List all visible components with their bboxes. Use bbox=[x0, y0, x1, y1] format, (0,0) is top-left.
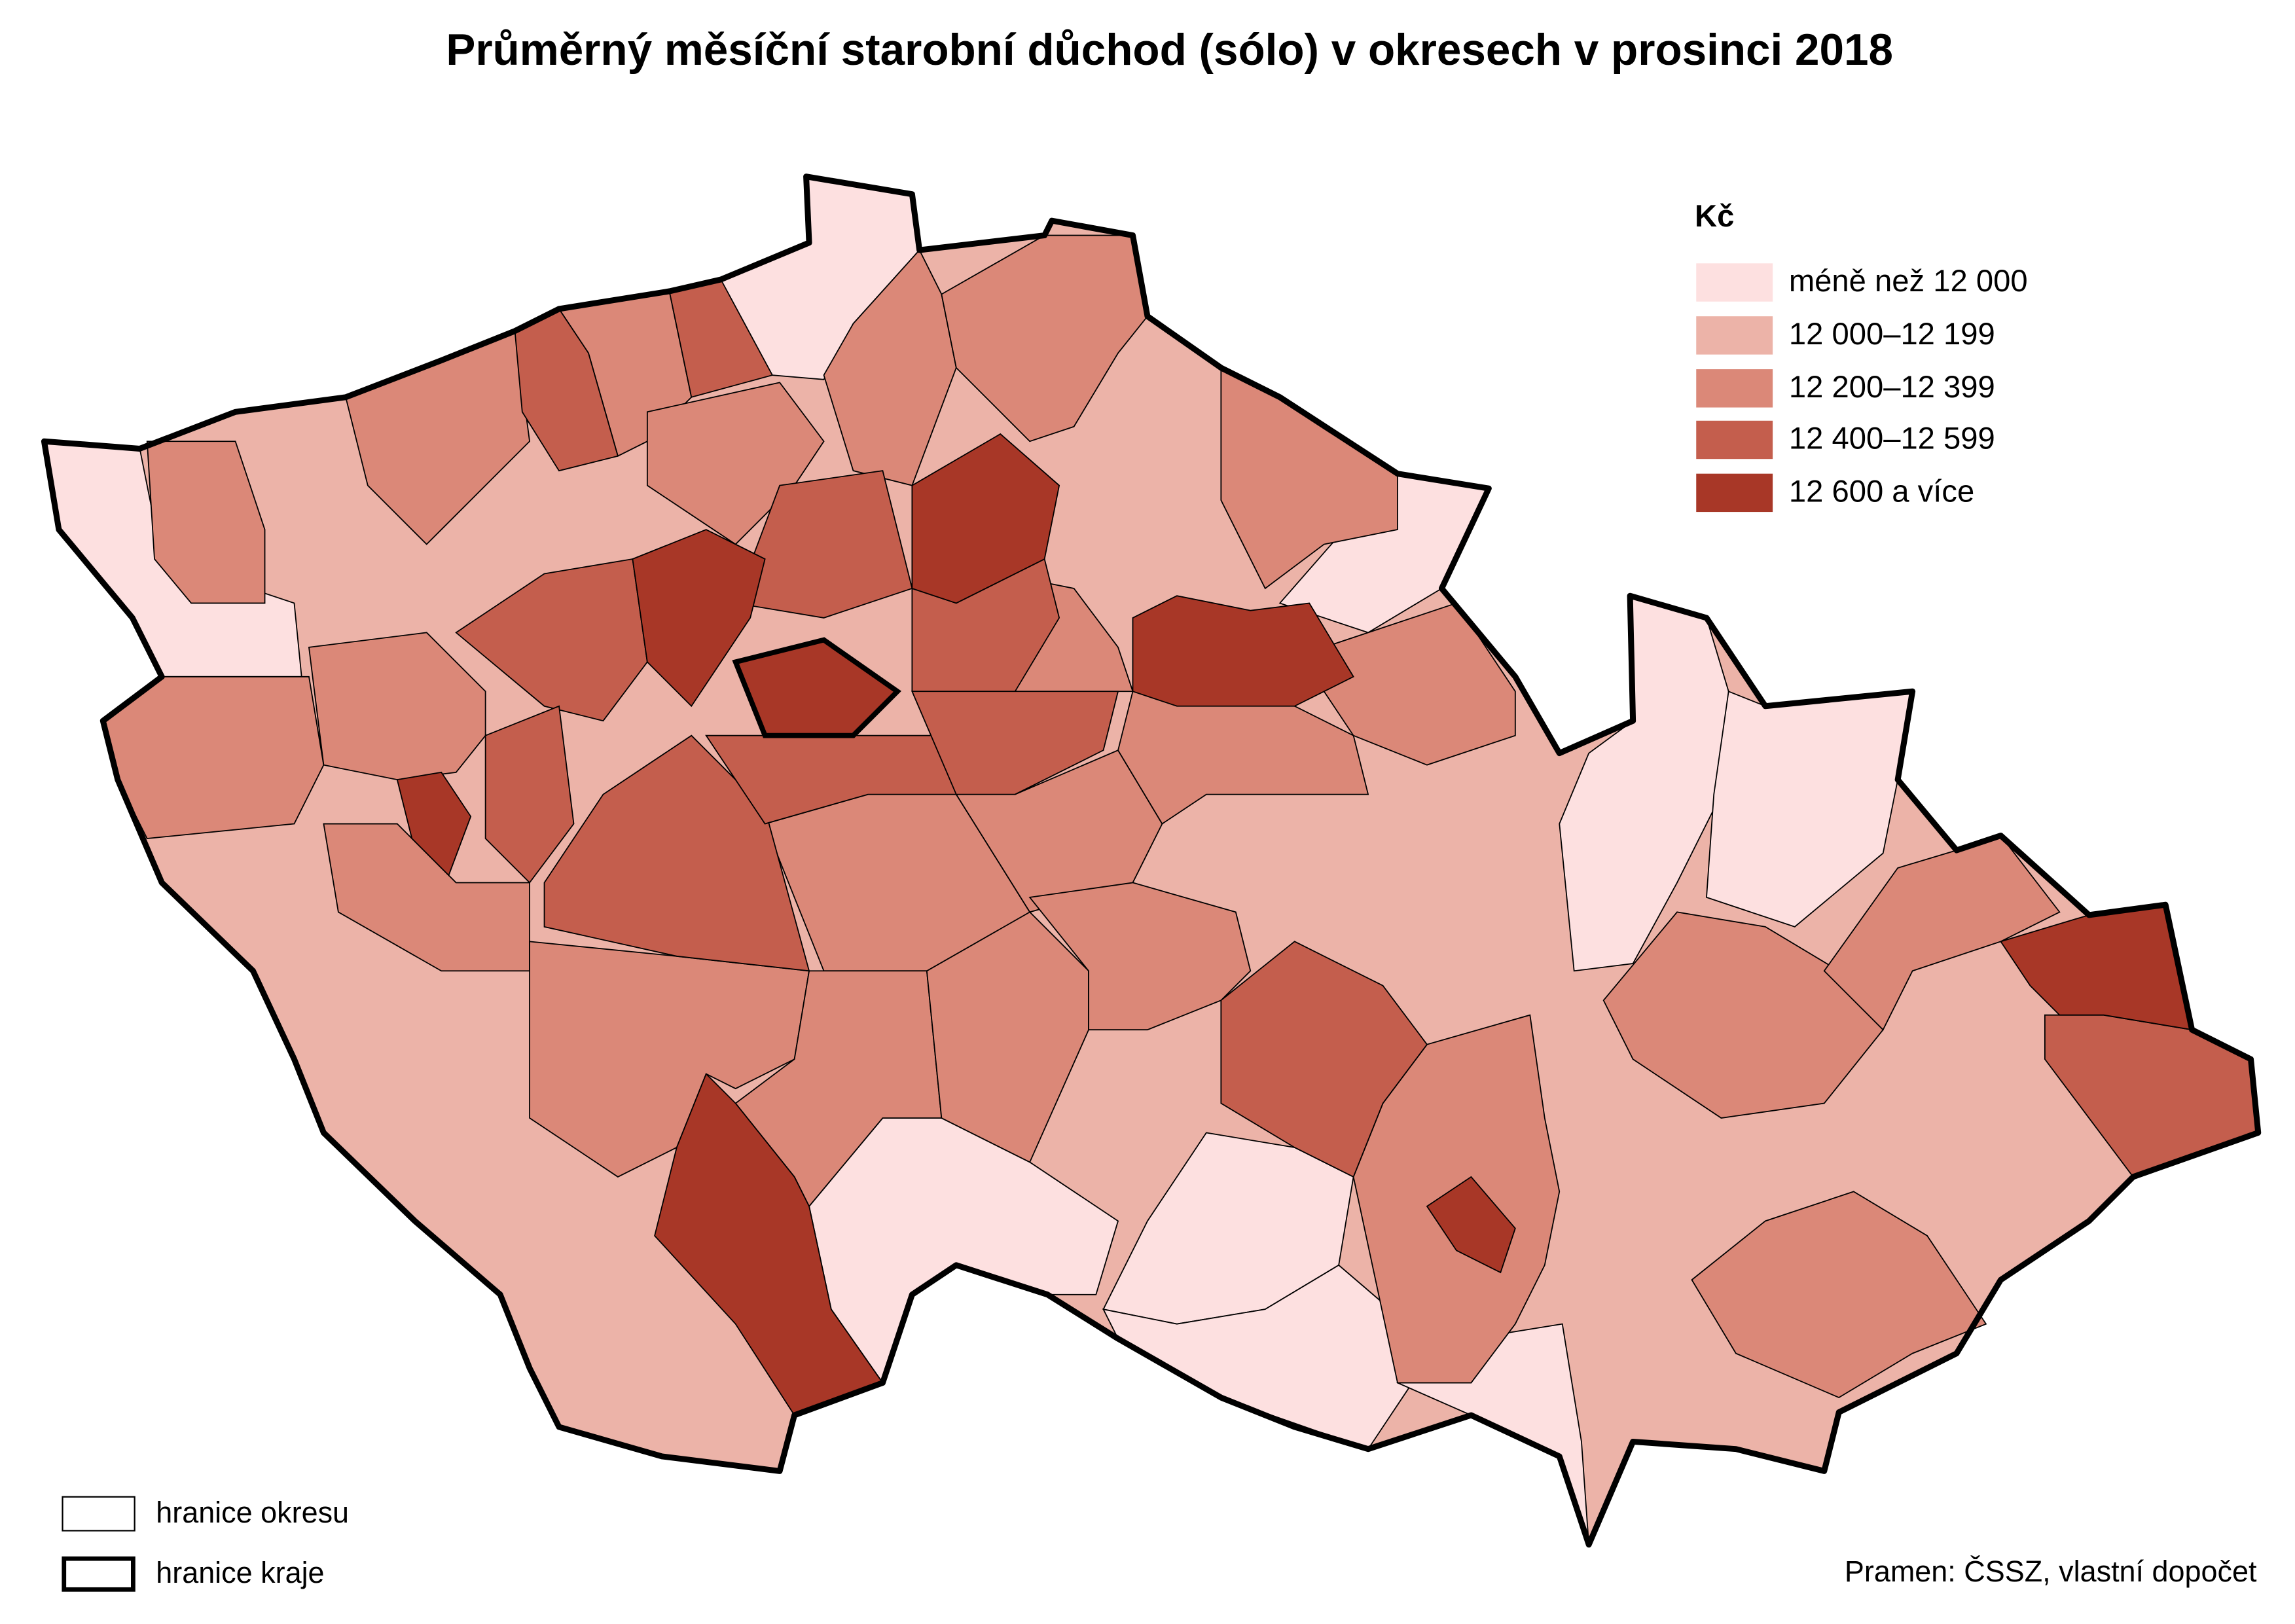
legend-label: 12 400–12 599 bbox=[1788, 422, 1995, 456]
legend-unit: Kč bbox=[1695, 200, 1735, 234]
district bbox=[1117, 691, 1369, 825]
map-title: Průměrný měsíční starobní důchod (sólo) … bbox=[446, 26, 1894, 75]
district bbox=[396, 771, 472, 876]
legend-item: 12 600 a více bbox=[1696, 473, 1975, 513]
legend-item: 12 200–12 399 bbox=[1696, 369, 1995, 408]
district-border-swatch bbox=[62, 1496, 136, 1532]
country-fill bbox=[44, 176, 2258, 1545]
country-border bbox=[41, 173, 2262, 1548]
district bbox=[1132, 595, 1354, 707]
border-legend-region: hranice kraje bbox=[62, 1556, 325, 1592]
legend-item: 12 000–12 199 bbox=[1696, 316, 1995, 355]
border-legend-label: hranice kraje bbox=[156, 1557, 325, 1590]
legend-label: 12 000–12 199 bbox=[1788, 317, 1995, 352]
legend-swatch bbox=[1696, 473, 1773, 513]
legend-label: 12 600 a více bbox=[1788, 475, 1975, 509]
district bbox=[102, 676, 325, 839]
legend-swatch bbox=[1696, 420, 1773, 460]
source-note: Pramen: ČSSZ, vlastní dopočet bbox=[1844, 1556, 2257, 1589]
district bbox=[632, 529, 766, 708]
district bbox=[146, 441, 266, 604]
district bbox=[1559, 594, 1729, 972]
district bbox=[308, 632, 486, 781]
border-legend-label: hranice okresu bbox=[156, 1496, 350, 1530]
district bbox=[1220, 941, 1428, 1178]
prague-kraj-border bbox=[732, 637, 902, 738]
legend-item: méně než 12 000 bbox=[1696, 263, 2028, 302]
region-border-swatch bbox=[62, 1556, 136, 1592]
district bbox=[1823, 835, 2061, 1031]
border-legend-district: hranice okresu bbox=[62, 1496, 349, 1532]
legend-label: 12 200–12 399 bbox=[1788, 370, 1995, 405]
legend-swatch bbox=[1696, 316, 1773, 355]
legend-item: 12 400–12 599 bbox=[1696, 420, 1995, 460]
legend-swatch bbox=[1696, 369, 1773, 408]
district bbox=[941, 234, 1148, 442]
legend-label: méně než 12 000 bbox=[1788, 264, 2028, 299]
district bbox=[484, 705, 575, 884]
district bbox=[1102, 1264, 1413, 1450]
district bbox=[911, 433, 1060, 604]
legend-swatch bbox=[1696, 263, 1773, 302]
district bbox=[543, 734, 810, 972]
district bbox=[1426, 1176, 1516, 1274]
district bbox=[911, 691, 1119, 795]
district bbox=[323, 823, 530, 972]
district bbox=[1691, 1191, 1987, 1399]
